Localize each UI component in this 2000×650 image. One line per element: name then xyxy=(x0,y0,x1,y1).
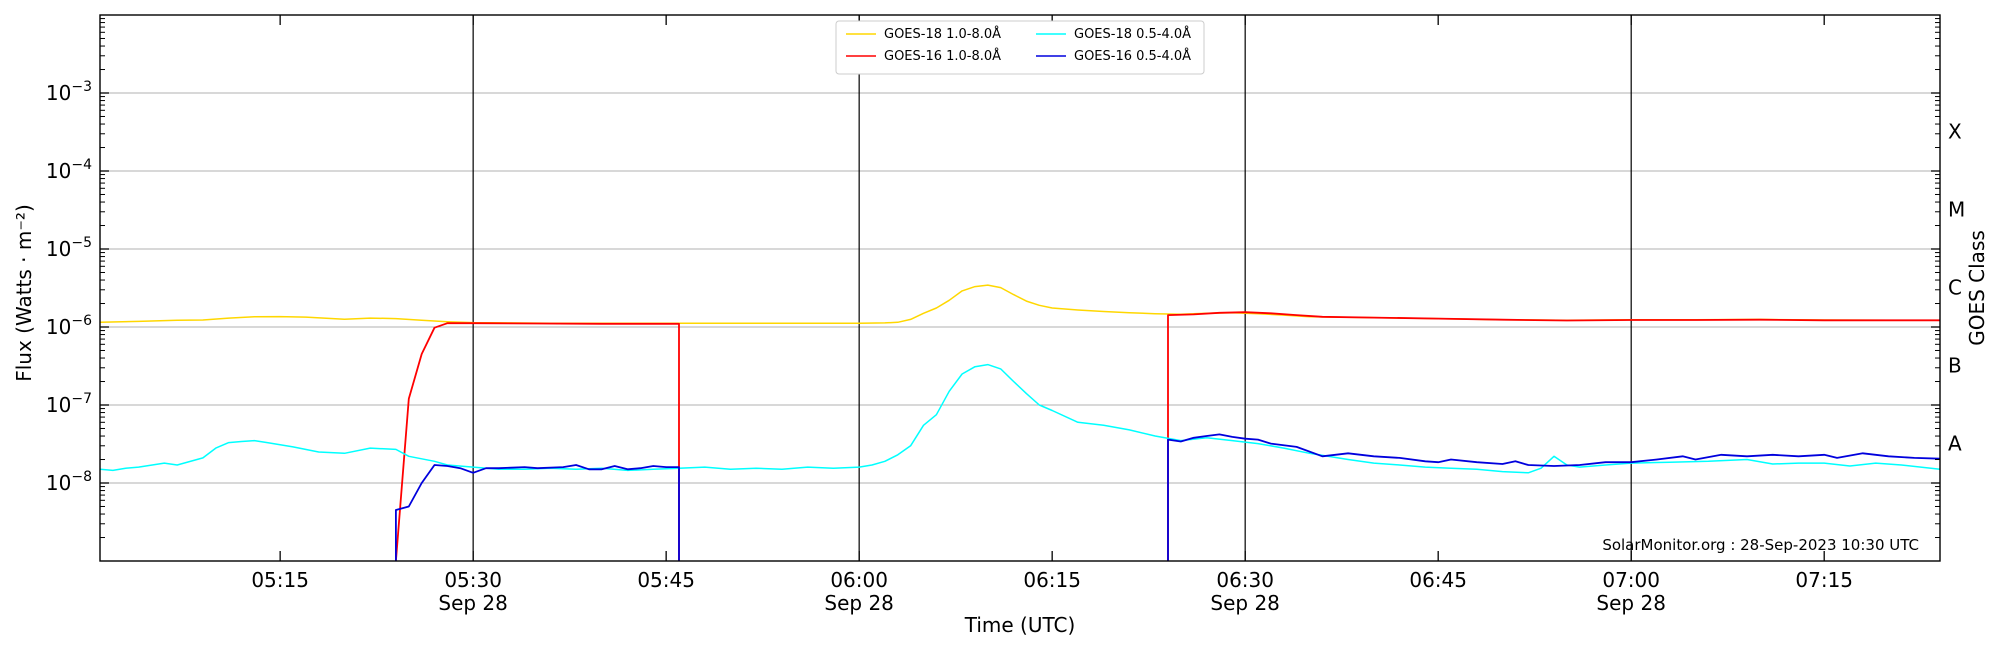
tick-layer xyxy=(100,15,1940,561)
x-tick-date-label: Sep 28 xyxy=(824,591,894,615)
x-tick-label: 05:45 xyxy=(637,568,695,592)
legend-box xyxy=(835,20,1205,75)
x-tick-label: 05:15 xyxy=(251,568,309,592)
legend-label: GOES-18 1.0-8.0Å xyxy=(884,26,1001,42)
legend: GOES-18 1.0-8.0Å GOES-16 1.0-8.0Å GOES-18 … xyxy=(835,20,1205,75)
right-axis-title: GOES Class xyxy=(1965,230,1989,346)
plot-frame xyxy=(99,14,1941,562)
x-tick-label: 05:30 xyxy=(444,568,502,592)
series-line xyxy=(1167,311,1940,561)
x-tick-date-label: Sep 28 xyxy=(1596,591,1666,615)
goes-class-label: M xyxy=(1948,198,1965,222)
x-tick-label: 06:30 xyxy=(1216,568,1274,592)
y-tick-label: 10−4 xyxy=(46,157,92,183)
legend-items: GOES-18 1.0-8.0Å GOES-16 1.0-8.0Å GOES-18 … xyxy=(846,26,1191,64)
y-tick-label: 10−5 xyxy=(46,235,92,261)
goes-class-label: B xyxy=(1948,354,1962,378)
legend-label: GOES-16 1.0-8.0Å xyxy=(884,48,1001,64)
goes-class-label: C xyxy=(1948,276,1962,300)
y-tick-label: 10−3 xyxy=(46,79,92,105)
x-tick-label: 06:45 xyxy=(1409,568,1467,592)
series-line xyxy=(394,464,680,561)
y-tick-label: 10−6 xyxy=(46,313,92,339)
x-tick-label: 06:00 xyxy=(830,568,888,592)
x-axis-title: Time (UTC) xyxy=(964,613,1076,637)
legend-label: GOES-18 0.5-4.0Å xyxy=(1074,26,1191,42)
y-tick-label: 10−7 xyxy=(46,391,92,417)
x-tick-date-label: Sep 28 xyxy=(438,591,508,615)
series-layer xyxy=(99,284,1941,562)
series-line xyxy=(99,284,1940,324)
credit-text: SolarMonitor.org : 28-Sep-2023 10:30 UTC xyxy=(1602,536,1919,554)
series-line xyxy=(1167,433,1941,561)
x-tick-label: 06:15 xyxy=(1023,568,1081,592)
legend-label: GOES-16 0.5-4.0Å xyxy=(1074,48,1191,64)
x-tick-label: 07:15 xyxy=(1795,568,1853,592)
y-axis-title: Flux (Watts · m⁻²) xyxy=(12,204,36,382)
goes-class-label: A xyxy=(1948,432,1962,456)
series-line xyxy=(99,363,1941,474)
x-tick-label: 07:00 xyxy=(1602,568,1660,592)
grid-layer xyxy=(100,15,1940,561)
y-tick-label: 10−8 xyxy=(46,469,92,495)
series-line xyxy=(395,322,680,562)
x-tick-date-label: Sep 28 xyxy=(1210,591,1280,615)
goes-class-label: X xyxy=(1948,120,1962,144)
